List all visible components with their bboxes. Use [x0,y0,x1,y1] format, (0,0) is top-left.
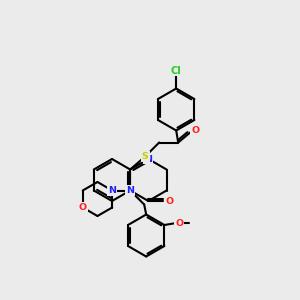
Text: O: O [191,126,199,135]
Text: N: N [144,154,152,164]
Text: N: N [126,186,134,195]
Text: N: N [108,186,116,195]
Text: O: O [165,196,173,206]
Text: O: O [175,218,183,227]
Text: O: O [79,203,87,212]
Text: Cl: Cl [171,65,182,76]
Text: S: S [142,152,148,161]
